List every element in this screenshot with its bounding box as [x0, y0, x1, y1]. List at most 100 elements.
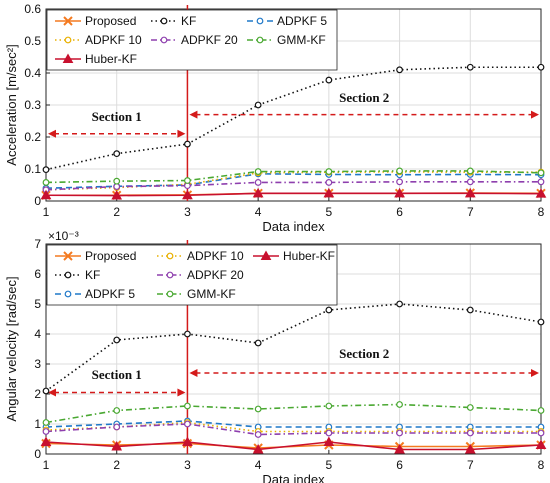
series-line [45, 421, 541, 433]
data-point [464, 187, 476, 198]
y-tick-label: 3 [34, 357, 41, 371]
series-kf [42, 63, 545, 174]
data-point [466, 404, 474, 411]
data-point [325, 429, 333, 437]
section-label: Section 2 [339, 90, 389, 105]
legend-label: ADPKF 5 [85, 287, 135, 301]
data-point [42, 387, 50, 395]
series-huber-kf [40, 436, 547, 454]
y-tick-label: 6 [34, 267, 41, 281]
legend-label: Huber-KF [85, 52, 137, 66]
series-adpkf-20 [42, 178, 545, 194]
section1-arrow-head-left [48, 129, 56, 138]
data-point [42, 428, 50, 435]
data-point [254, 405, 262, 413]
series-line [45, 423, 541, 436]
legend-marker [260, 250, 272, 260]
data-point [396, 429, 403, 437]
data-point [254, 101, 262, 109]
data-point [113, 150, 121, 158]
data-point [396, 66, 403, 74]
x-tick-label: 5 [326, 205, 333, 219]
data-point [184, 330, 191, 338]
x-tick-label: 3 [184, 205, 191, 219]
section1-arrow-head-left [48, 388, 56, 397]
legend-label: ADPKF 10 [85, 33, 142, 47]
legend-label: ADPKF 20 [181, 33, 238, 47]
data-point [466, 178, 474, 186]
legend: Proposed ADPKF 10 Huber-KF KF ADPKF 20 ADPKF … [46, 244, 338, 306]
axes-box [45, 243, 542, 455]
legend-label: KF [181, 14, 196, 28]
legend-item: ADPKF 10 [157, 249, 244, 263]
data-point [466, 306, 474, 314]
data-point [394, 187, 405, 198]
legend-item: ADPKF 5 [247, 14, 327, 28]
data-point [537, 429, 545, 437]
legend-item: ADPKF 5 [55, 287, 135, 301]
y-exponent-label: ×10⁻³ [48, 229, 79, 243]
legend-marker [64, 36, 72, 44]
legend-marker [63, 16, 73, 26]
legend-item: Proposed [55, 14, 136, 28]
y-tick-label: 0.5 [24, 34, 41, 48]
x-tick-label: 4 [255, 458, 262, 472]
data-point [325, 168, 333, 175]
legend-label: GMM-KF [277, 33, 326, 47]
legend-marker [64, 290, 72, 298]
x-tick-label: 6 [396, 458, 403, 472]
series-gmm-kf [42, 167, 545, 186]
legend-marker [256, 36, 264, 44]
data-point [254, 168, 262, 175]
y-tick-label: 1 [34, 417, 41, 431]
data-point [394, 443, 405, 454]
section-label: Section 1 [92, 109, 142, 124]
data-point [466, 429, 474, 437]
y-tick-label: 7 [34, 237, 41, 251]
legend-label: Huber-KF [283, 249, 335, 263]
legend-item: ADPKF 10 [55, 33, 142, 47]
series-huber-kf [40, 187, 547, 200]
x-axis-label: Data index [262, 219, 325, 234]
data-point [252, 187, 264, 198]
data-point [325, 179, 333, 186]
legend-item: KF [55, 268, 100, 282]
series-line [45, 170, 542, 184]
data-point [535, 188, 547, 198]
series-line [45, 441, 542, 451]
data-point [184, 402, 191, 410]
legend-label: Proposed [85, 14, 136, 28]
x-tick-label: 7 [467, 205, 474, 219]
data-point [42, 179, 50, 186]
series-adpkf-20 [42, 420, 545, 438]
data-point [254, 179, 262, 186]
data-point [182, 436, 193, 446]
x-tick-label: 8 [538, 205, 545, 219]
legend-label: GMM-KF [187, 287, 236, 301]
data-point [537, 178, 545, 186]
series-kf [42, 300, 545, 395]
y-tick-label: 5 [34, 297, 41, 311]
legend-label: ADPKF 10 [187, 249, 244, 263]
series-line [45, 303, 542, 392]
data-point [396, 401, 403, 408]
legend-marker [64, 271, 72, 279]
data-point [184, 420, 191, 428]
data-point [113, 336, 121, 344]
legend: Proposed KF ADPKF 5 ADPKF 10 ADPKF 20 GMM-KF H… [46, 9, 338, 71]
series-line [45, 66, 541, 171]
data-point [325, 76, 333, 84]
section-label: Section 2 [339, 346, 389, 361]
data-point [113, 407, 121, 414]
legend-box [46, 244, 338, 306]
data-point [254, 339, 262, 347]
legend-marker [166, 252, 174, 260]
x-tick-label: 6 [396, 205, 403, 219]
data-point [464, 443, 476, 454]
data-point [254, 431, 262, 438]
data-point [325, 306, 333, 314]
y-tick-label: 4 [34, 327, 41, 341]
y-tick-label: 0.4 [24, 66, 41, 80]
section2-arrow-head-right [531, 110, 539, 119]
legend-label: ADPKF 20 [187, 268, 244, 282]
